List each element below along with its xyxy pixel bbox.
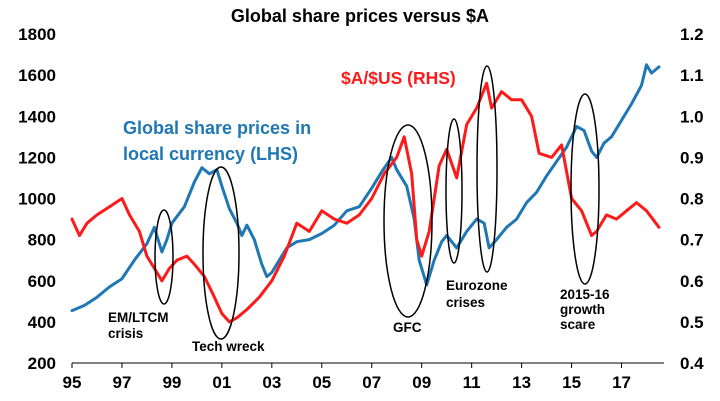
y-left-tick-label: 1200: [18, 148, 56, 167]
annotation-growth-scare: scare: [560, 317, 596, 332]
y-right-tick-label: 0.4: [680, 354, 704, 373]
y-right-tick-label: 1.0: [680, 107, 704, 126]
x-tick-label: 05: [312, 373, 331, 392]
y-left-tick-label: 1600: [18, 66, 56, 85]
axes: 95 97 99 01 03 05 07 09 11 13 15 17 200 400 600 800 1000…: [18, 25, 704, 392]
y-left-tick-label: 400: [28, 313, 56, 332]
annotation-em-ltcm-crisis: crisis: [108, 326, 143, 341]
annotation-growth-scare: 2015-16: [560, 287, 610, 302]
x-tick-label: 01: [212, 373, 231, 392]
annotation-growth-scare: growth: [560, 302, 605, 317]
y-left-tick-label: 200: [28, 354, 56, 373]
y-right-tick-label: 1.1: [680, 66, 704, 85]
x-tick-label: 99: [162, 373, 181, 392]
y-left-tick-label: 800: [28, 231, 56, 250]
y-left-tick-label: 1800: [18, 25, 56, 44]
series-label-global: Global share prices in: [123, 118, 311, 138]
series-label-global: local currency (LHS): [123, 144, 298, 164]
x-tick-label: 03: [262, 373, 281, 392]
y-right-tick-label: 0.8: [680, 190, 704, 209]
y-right-tick-label: 0.9: [680, 148, 704, 167]
y-left-tick-label: 1000: [18, 190, 56, 209]
labels-layer: Global share prices in local currency (LH…: [108, 68, 610, 354]
crisis-ellipse: [383, 124, 433, 318]
x-tick-label: 07: [362, 373, 381, 392]
crisis-ellipse: [445, 118, 463, 264]
x-tick-label: 95: [63, 373, 82, 392]
y-right-tick-label: 0.5: [680, 313, 704, 332]
annotation-em-ltcm-crisis: EM/LTCM: [108, 310, 169, 325]
y-left-tick-label: 600: [28, 272, 56, 291]
y-right-tick-label: 0.7: [680, 231, 704, 250]
x-tick-label: 09: [412, 373, 431, 392]
y-right-tick-label: 0.6: [680, 272, 704, 291]
annotation-eurozone-crises: Eurozone: [446, 278, 508, 293]
series-label-aud: $A/$US (RHS): [341, 68, 456, 88]
x-tick-label: 97: [112, 373, 131, 392]
annotation-gfc: GFC: [393, 320, 422, 335]
x-tick-label: 17: [612, 373, 631, 392]
crisis-ellipse: [476, 65, 498, 273]
crisis-ellipse: [570, 93, 600, 285]
x-tick-label: 11: [463, 373, 481, 392]
y-left-tick-label: 1400: [18, 107, 56, 126]
x-tick-label: 13: [512, 373, 531, 392]
chart-title: Global share prices versus $A: [231, 6, 489, 26]
annotation-eurozone-crises: crises: [446, 295, 485, 310]
y-right-tick-label: 1.2: [680, 25, 704, 44]
x-tick-label: 15: [562, 373, 581, 392]
crisis-ellipses: [154, 65, 600, 340]
crisis-ellipse: [202, 166, 240, 340]
annotation-tech-wreck: Tech wreck: [192, 339, 265, 354]
crisis-ellipse: [154, 209, 174, 305]
aud-usd-line: [70, 81, 661, 324]
